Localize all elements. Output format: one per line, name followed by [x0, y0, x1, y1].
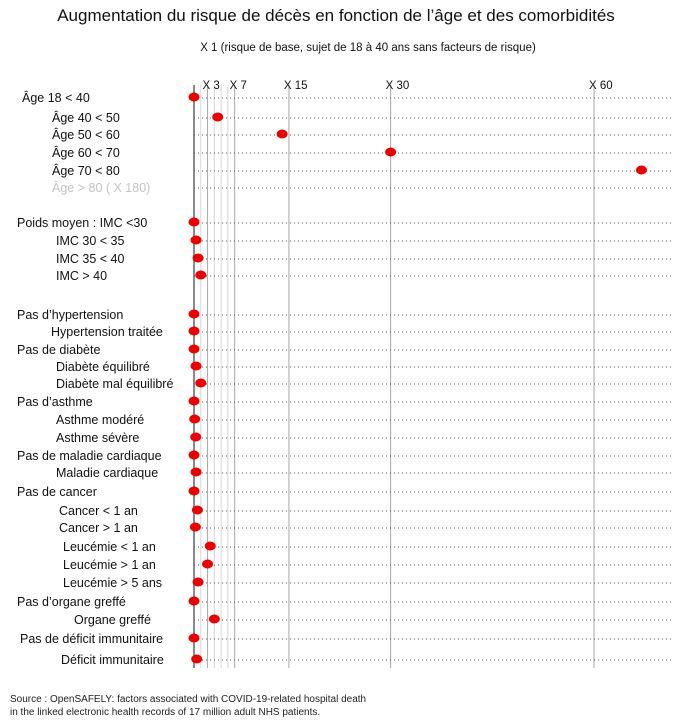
data-point [635, 165, 647, 175]
chart-title: Augmentation du risque de décès en fonct… [57, 6, 615, 25]
data-point [276, 129, 288, 139]
data-point [191, 505, 203, 515]
row-label: IMC > 40 [56, 269, 107, 283]
row-label: Déficit immunitaire [61, 653, 164, 667]
x-tick-label: X 3 [203, 80, 220, 92]
data-point [190, 467, 202, 477]
data-point [191, 654, 203, 664]
data-point [195, 378, 207, 388]
row-label: Pas d’hypertension [17, 308, 123, 322]
row-label: Âge 18 < 40 [22, 90, 90, 105]
data-point [188, 486, 200, 496]
row-label: Pas de maladie cardiaque [17, 449, 162, 463]
data-point [192, 253, 204, 263]
data-point [188, 326, 200, 336]
row-label: Organe greffé [74, 613, 151, 627]
row-label: Pas de diabète [17, 343, 100, 357]
data-point [212, 112, 224, 122]
row-label: IMC 30 < 35 [56, 234, 124, 248]
row-label: Hypertension traitée [51, 325, 163, 339]
data-points [188, 92, 647, 664]
row-label: Pas d’organe greffé [17, 595, 126, 609]
row-label: Leucémie < 1 an [63, 540, 156, 554]
data-point [188, 92, 200, 102]
row-label: Âge 40 < 50 [52, 110, 120, 125]
source-line: Source : OpenSAFELY: factors associated … [10, 694, 366, 705]
row-label: Diabète équilibré [56, 360, 150, 374]
row-label: Pas d’asthme [17, 395, 93, 409]
x-tick-label: X 15 [284, 80, 308, 92]
data-point [202, 559, 214, 569]
row-label: Cancer < 1 an [59, 504, 138, 518]
data-point [188, 633, 200, 643]
data-point [188, 396, 200, 406]
gridlines [193, 85, 595, 668]
data-point [195, 270, 207, 280]
data-point [188, 309, 200, 319]
data-point [188, 217, 200, 227]
row-label: Asthme modéré [56, 413, 144, 427]
row-label: Pas de déficit immunitaire [20, 632, 163, 646]
row-label: Âge 60 < 70 [52, 145, 120, 160]
data-point [208, 614, 220, 624]
row-label: Poids moyen : IMC <30 [17, 216, 147, 230]
data-point [190, 361, 202, 371]
data-point [189, 414, 201, 424]
data-point [192, 577, 204, 587]
row-label: Âge 50 < 60 [52, 127, 120, 142]
data-point [189, 522, 201, 532]
x-tick-label: X 7 [230, 80, 247, 92]
source-note: Source : OpenSAFELY: factors associated … [10, 694, 366, 718]
chart-subtitle: X 1 (risque de base, sujet de 18 à 40 an… [200, 42, 536, 54]
data-point [190, 235, 202, 245]
row-label: Cancer > 1 an [59, 521, 138, 535]
row-label: IMC 35 < 40 [56, 252, 124, 266]
row-label: Asthme sévère [56, 431, 139, 445]
data-point [385, 147, 397, 157]
row-label: Maladie cardiaque [56, 466, 158, 480]
source-line: in the linked electronic health records … [10, 707, 320, 718]
row-label: Pas de cancer [17, 485, 97, 499]
row-label: Leucémie > 1 an [63, 558, 156, 572]
row-label: Âge > 80 ( X 180) [52, 180, 150, 195]
data-point [188, 344, 200, 354]
row-label: Diabète mal équilibré [56, 377, 173, 391]
data-point [188, 450, 200, 460]
data-point [190, 432, 202, 442]
x-tick-labels: X 3 X 7 X 15 X 30 X 60 [203, 80, 613, 92]
row-labels: Âge 18 < 40 Âge 40 < 50 Âge 50 < 60 Âge 60 … [17, 90, 672, 667]
x-tick-label: X 30 [386, 80, 410, 92]
x-tick-label: X 60 [589, 80, 613, 92]
data-point [204, 541, 216, 551]
row-label: Âge 70 < 80 [52, 163, 120, 178]
row-label: Leucémie > 5 ans [63, 576, 162, 590]
data-point [188, 596, 200, 606]
